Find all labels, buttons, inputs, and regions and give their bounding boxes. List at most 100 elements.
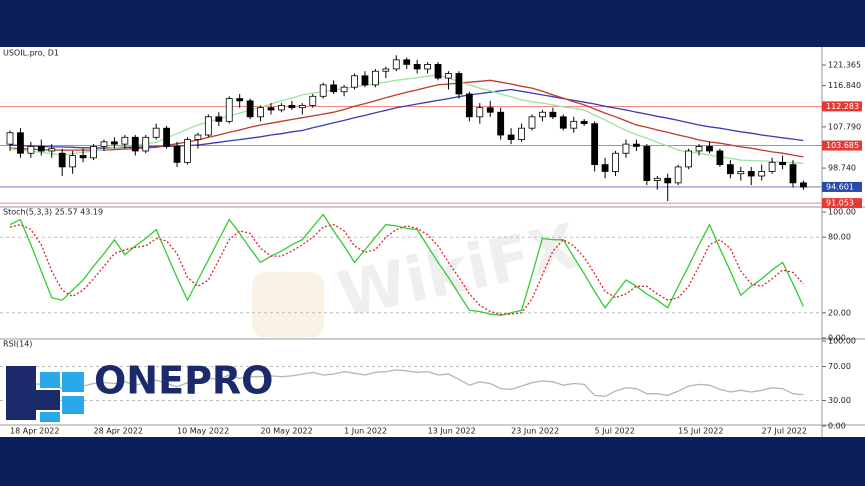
- candle-body: [528, 116, 536, 129]
- candle-body: [69, 155, 77, 168]
- indicator-line: [9, 213, 804, 316]
- candle-body: [111, 141, 118, 145]
- candle-body: [726, 164, 734, 175]
- candle-body: [194, 134, 202, 140]
- x-tick-label: 5 Jul 2022: [595, 427, 635, 436]
- logo-shape: [36, 390, 60, 410]
- candle-body: [768, 161, 776, 172]
- candle-body: [716, 150, 724, 166]
- y-tick-label: 20.00: [828, 308, 851, 317]
- candle-body: [737, 171, 745, 175]
- candle-body: [361, 75, 369, 86]
- indicator-line: [9, 79, 804, 158]
- candle-body: [800, 182, 807, 188]
- candle-body: [278, 105, 285, 111]
- candle-body: [403, 59, 411, 65]
- candle-body: [100, 141, 108, 147]
- candle-body: [142, 136, 150, 152]
- price-level-box: [822, 198, 862, 209]
- candle-body: [48, 148, 56, 152]
- candle-body: [518, 127, 525, 140]
- logo-shape: [6, 396, 36, 420]
- y-tick-label: 116.840: [828, 81, 861, 90]
- y-tick-label: 80.00: [828, 233, 851, 242]
- candle-body: [424, 64, 432, 70]
- watermark-icon: [252, 272, 324, 338]
- candle-body: [612, 152, 619, 172]
- candle-body: [298, 105, 306, 109]
- x-tick-label: 20 May 2022: [261, 427, 313, 436]
- candle-body: [236, 98, 244, 102]
- logo-shape: [62, 372, 84, 392]
- logo: ONEPRO: [6, 359, 273, 422]
- candle-body: [6, 132, 14, 145]
- candle-body: [37, 146, 45, 152]
- logo-shape: [40, 372, 60, 388]
- candle-body: [549, 111, 557, 118]
- candle-body: [507, 134, 515, 140]
- candle-body: [152, 127, 160, 138]
- candle-body: [580, 120, 588, 125]
- candle-body: [445, 73, 452, 79]
- logo-shape: [6, 366, 36, 396]
- candle-body: [413, 64, 421, 70]
- candle-body: [17, 132, 24, 154]
- candle-body: [90, 146, 97, 159]
- candle-body: [163, 127, 171, 147]
- y-tick-label: 0.00: [828, 422, 846, 431]
- y-tick-label: 98.740: [828, 164, 856, 173]
- logo-text: ONEPRO: [94, 359, 273, 403]
- x-tick-label: 1 Jun 2022: [344, 427, 387, 436]
- candle-body: [225, 98, 233, 122]
- y-tick-label: 100.00: [828, 337, 856, 346]
- x-tick-label: 10 May 2022: [177, 427, 229, 436]
- y-tick-label: 121.365: [828, 61, 861, 70]
- y-tick-label: 0.00: [828, 334, 846, 343]
- candle-body: [340, 86, 348, 93]
- candle-body: [465, 93, 473, 118]
- candle-body: [622, 143, 630, 154]
- candle-body: [539, 111, 546, 118]
- candle-body: [257, 107, 264, 118]
- price-level-box: [822, 181, 862, 192]
- panel-title: RSI(14): [3, 340, 32, 349]
- candle-body: [79, 155, 87, 159]
- candle-body: [685, 150, 692, 168]
- candle-body: [371, 70, 379, 86]
- price-level-label: 112.283: [826, 102, 859, 111]
- candle-body: [601, 164, 609, 172]
- indicator-line: [9, 369, 804, 397]
- x-tick-label: 27 Jul 2022: [762, 427, 807, 436]
- price-level-box: [822, 101, 862, 112]
- x-tick-label: 15 Jul 2022: [678, 427, 723, 436]
- x-tick-label: 23 Jun 2022: [511, 427, 559, 436]
- candle-body: [653, 177, 661, 181]
- candle-body: [789, 164, 797, 184]
- candle-body: [382, 68, 390, 72]
- candle-body: [664, 177, 672, 184]
- candle-body: [779, 161, 786, 166]
- candle-body: [246, 100, 254, 118]
- candle-body: [330, 84, 338, 93]
- price-level-label: 94.601: [826, 182, 854, 191]
- candle-body: [758, 171, 766, 177]
- price-level-label: 103.685: [826, 141, 859, 150]
- candle-body: [215, 116, 223, 122]
- candle-body: [267, 107, 275, 111]
- candle-body: [351, 75, 358, 88]
- candle-body: [455, 73, 463, 95]
- candle-body: [497, 111, 505, 136]
- candle-body: [392, 59, 400, 70]
- y-tick-label: 100.00: [828, 208, 856, 217]
- indicator-line: [9, 88, 804, 149]
- candle-body: [570, 120, 578, 129]
- candle-body: [309, 95, 317, 106]
- candle-body: [747, 171, 755, 177]
- x-tick-label: 28 Apr 2022: [94, 427, 143, 436]
- marks: 121.365 116.840 107.790 98.740 112.283 103.68…: [0, 55, 862, 436]
- candle-body: [591, 123, 599, 166]
- candle-body: [27, 146, 35, 154]
- logo-shape: [62, 396, 84, 414]
